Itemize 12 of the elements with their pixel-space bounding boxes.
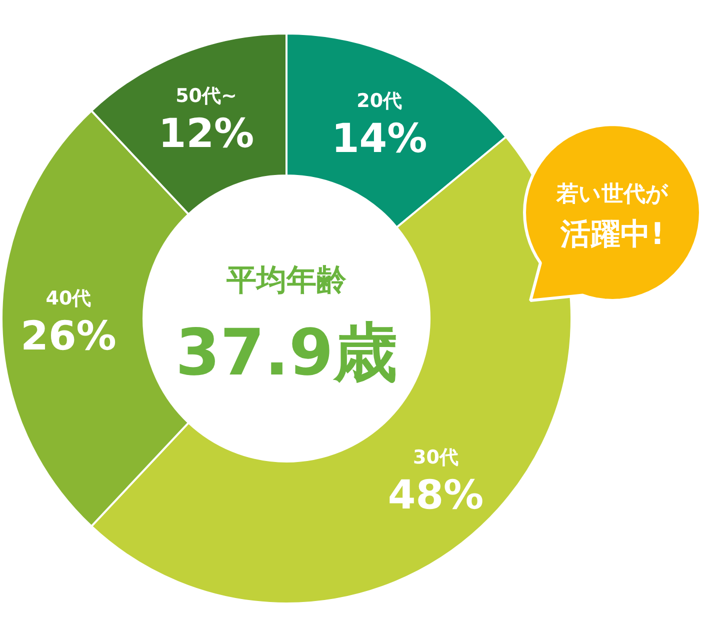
data-label: 14% (331, 116, 428, 162)
text: 37.9歳 (176, 316, 398, 390)
data-label: 26% (20, 314, 116, 360)
text: 活躍中! (560, 217, 664, 252)
data-label: 12% (158, 110, 254, 157)
data-label: 48% (388, 472, 484, 518)
text: 平均年齢 (226, 263, 346, 298)
slice-label: 40代 (46, 288, 92, 310)
slice-label: 30代 (413, 446, 458, 468)
text: 若い世代が (556, 182, 668, 207)
slice-label: 50代~ (176, 84, 237, 107)
slice-label: 20代 (356, 90, 402, 112)
